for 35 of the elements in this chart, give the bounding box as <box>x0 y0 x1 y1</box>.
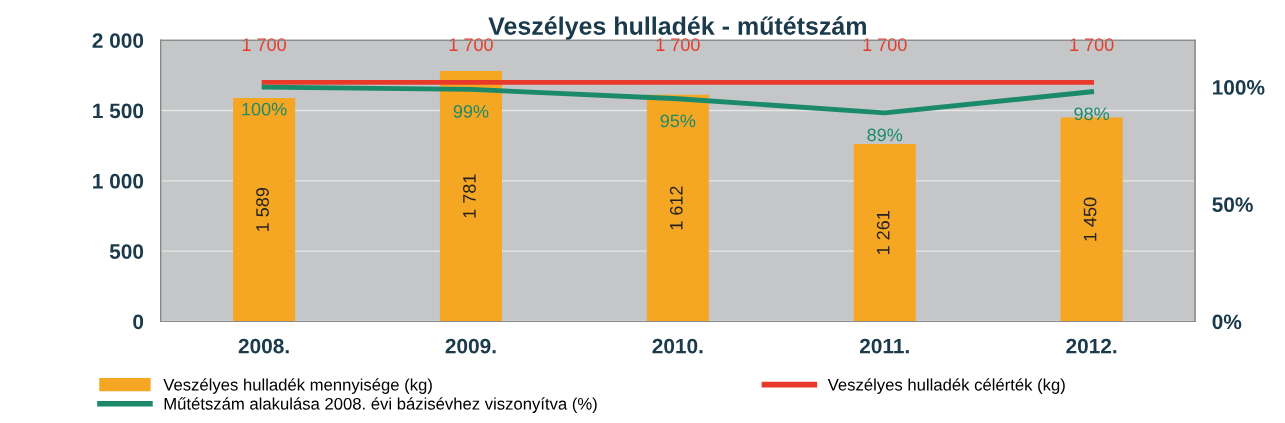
x-tick-label: 2008. <box>238 338 289 354</box>
x-tick-label: 2011. <box>859 338 909 354</box>
bar <box>853 144 916 322</box>
data-label: 1 612 <box>669 186 683 230</box>
data-label: 100% <box>242 102 287 116</box>
data-label: 95% <box>660 114 696 128</box>
y-tick-label: 500 <box>109 244 144 259</box>
bar <box>233 97 296 322</box>
y2-tick-label: 0% <box>1212 314 1242 330</box>
data-label: 1 700 <box>242 38 286 52</box>
y-tick-label: 1 000 <box>93 173 144 189</box>
x-tick-label: 2010. <box>652 338 703 354</box>
data-label: 1 700 <box>656 38 700 52</box>
data-label: 1 700 <box>449 38 493 52</box>
data-label: 98% <box>1074 107 1110 121</box>
data-label: 1 261 <box>876 211 890 255</box>
data-label: 89% <box>867 128 903 142</box>
legend-label: Műtétszám alakulása 2008. évi bázisévhez viszonyítva (%) <box>164 397 597 413</box>
data-label: 99% <box>453 105 489 118</box>
data-label: 1 700 <box>1070 38 1114 52</box>
y2-tick-label: 100% <box>1213 80 1265 95</box>
bar <box>439 70 502 322</box>
x-tick-label: 2012. <box>1066 338 1117 354</box>
data-label: 1 450 <box>1083 197 1097 241</box>
y-tick-label: 1 500 <box>93 103 144 119</box>
y-tick-label: 0 <box>133 314 144 330</box>
legend-label: Veszélyes hulladék célérték (kg) <box>827 378 1065 394</box>
x-tick-label: 2009. <box>445 338 496 354</box>
y-tick-label: 2 000 <box>92 33 144 48</box>
data-label: 1 781 <box>463 174 476 218</box>
bar <box>646 94 709 322</box>
data-label: 1 700 <box>863 38 907 52</box>
data-label: 1 589 <box>256 188 269 231</box>
legend-label: Veszélyes hulladék mennyisége (kg) <box>163 378 432 394</box>
y2-tick-label: 50% <box>1212 197 1253 213</box>
